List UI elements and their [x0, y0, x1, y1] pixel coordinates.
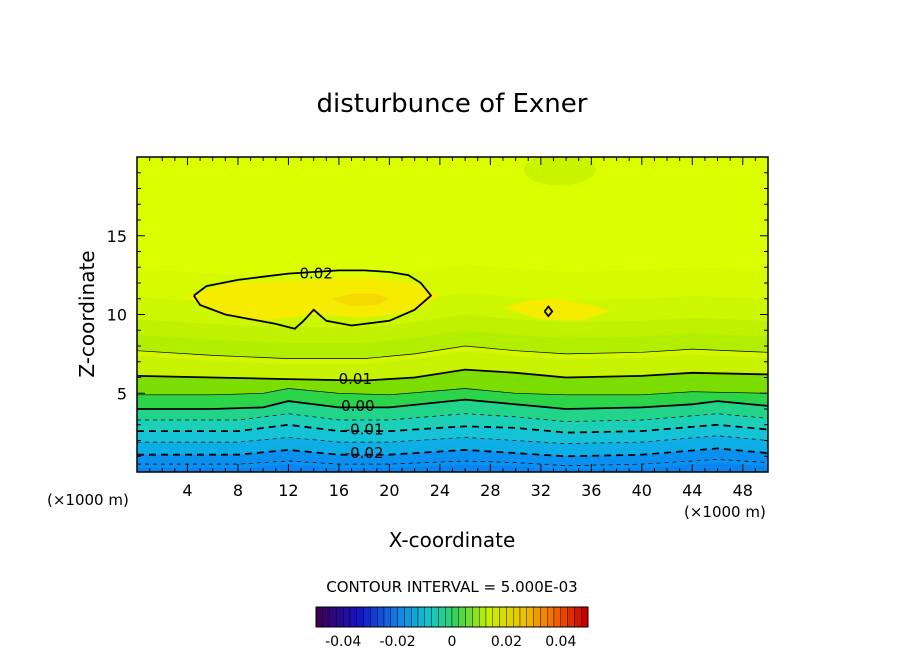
colorbar-swatch — [560, 606, 568, 628]
x-tick-label: 12 — [278, 481, 298, 500]
colorbar-swatch — [445, 606, 453, 628]
x-unit-label: (×1000 m) — [684, 503, 766, 521]
colorbar-swatch — [329, 606, 337, 628]
colorbar-swatch — [411, 606, 419, 628]
colorbar-swatch — [526, 606, 534, 628]
colorbar-swatch — [574, 606, 582, 628]
colorbar-swatch — [390, 606, 398, 628]
colorbar-tick-label: -0.04 — [325, 634, 361, 650]
colorbar-swatch — [533, 606, 541, 628]
contour-interval-label: CONTOUR INTERVAL = 5.000E-03 — [326, 578, 577, 596]
color-fill-layer — [137, 157, 768, 472]
x-tick-label: 8 — [233, 481, 243, 500]
x-tick-label: 48 — [733, 481, 753, 500]
contour-line — [137, 413, 768, 422]
field-band-bottom — [137, 463, 768, 472]
contour-line — [137, 388, 768, 396]
colorbar-swatch — [349, 606, 358, 628]
colorbar-swatch — [499, 606, 507, 628]
contour-line — [193, 269, 433, 330]
contour-line — [137, 398, 768, 410]
colorbar-tick-label: 0 — [448, 634, 457, 650]
colorbar-swatch — [336, 606, 344, 628]
colorbar-swatch — [322, 606, 330, 628]
x-tick-label: 36 — [581, 481, 601, 500]
y-axis-label: Z-coordinate — [75, 250, 99, 377]
x-tick-label: 32 — [531, 481, 551, 500]
contour-labels: 0.02 0.01 0.00 -0.01 -0.02 — [300, 265, 384, 463]
colorbar-swatch — [479, 606, 487, 628]
contour-line — [137, 447, 768, 458]
y-tick-labels: 5 10 15 — [107, 227, 127, 404]
colorbar-swatch — [417, 606, 426, 628]
chart-title: disturbunce of Exner — [317, 89, 588, 119]
colorbar-swatch — [506, 606, 514, 628]
colorbar-tick-label: 0.02 — [491, 634, 522, 650]
colorbar-tick-label: 0.04 — [545, 634, 576, 650]
y-tick-label: 10 — [107, 306, 127, 325]
colorbar-swatch — [540, 606, 548, 628]
colorbar-swatch — [519, 606, 528, 628]
contour-label: -0.02 — [345, 444, 384, 462]
field-blob-1 — [331, 294, 390, 307]
colorbar-frame — [315, 606, 589, 628]
field-blob-0 — [187, 276, 440, 321]
colorbar-swatch — [553, 606, 562, 628]
contour-line — [137, 345, 768, 359]
colorbar-tick-labels: -0.04 -0.02 0 0.02 0.04 — [325, 634, 576, 650]
y-tick-label: 5 — [117, 384, 127, 403]
colorbar-swatch — [315, 606, 324, 628]
x-tick-label: 4 — [182, 481, 192, 500]
colorbar-swatch — [404, 606, 412, 628]
contour-line — [137, 368, 768, 382]
colorbar-swatch — [465, 606, 473, 628]
x-tick-label: 40 — [632, 481, 652, 500]
contour-line — [543, 305, 554, 318]
colorbar-swatch — [356, 606, 364, 628]
colorbar-swatch — [397, 606, 405, 628]
contour-line — [137, 435, 768, 444]
colorbar-swatch — [363, 606, 371, 628]
x-tick-label: 24 — [430, 481, 450, 500]
x-tick-labels: 4 8 12 16 20 24 28 32 36 40 44 48 — [182, 481, 753, 500]
colorbar-swatch — [424, 606, 432, 628]
contour-lines — [137, 269, 768, 467]
y-unit-label: (×1000 m) — [47, 491, 129, 509]
colorbar-swatch — [581, 606, 589, 628]
x-tick-label: 20 — [379, 481, 399, 500]
colorbar-swatch — [383, 606, 392, 628]
contour-label: -0.01 — [345, 420, 384, 438]
field-blob-2 — [503, 298, 611, 321]
colorbar-swatch — [485, 606, 494, 628]
colorbar-swatch — [547, 606, 555, 628]
colorbar-tick-label: -0.02 — [379, 634, 415, 650]
x-tick-label: 16 — [329, 481, 349, 500]
colorbar-swatch — [438, 606, 446, 628]
axis-ticks — [137, 157, 768, 472]
colorbar — [315, 606, 589, 628]
contour-label: 0.01 — [339, 370, 372, 388]
contour-label: 0.00 — [341, 397, 374, 415]
field-blob-top — [523, 157, 596, 186]
contour-line — [137, 459, 768, 467]
colorbar-swatch — [343, 606, 351, 628]
colorbar-swatch — [431, 606, 439, 628]
colorbar-swatch — [472, 606, 480, 628]
colorbar-swatch — [492, 606, 500, 628]
plot-area: 0.02 0.01 0.00 -0.01 -0.02 — [136, 156, 769, 473]
contour-label: 0.02 — [300, 265, 333, 283]
x-tick-label: 28 — [480, 481, 500, 500]
x-tick-label: 44 — [682, 481, 702, 500]
colorbar-swatch — [513, 606, 521, 628]
colorbar-swatch — [458, 606, 466, 628]
x-axis-label: X-coordinate — [389, 528, 516, 552]
colorbar-swatch — [451, 606, 460, 628]
contour-line — [137, 423, 768, 434]
colorbar-swatch — [370, 606, 378, 628]
colorbar-swatch — [377, 606, 385, 628]
colorbar-swatch — [567, 606, 575, 628]
y-tick-label: 15 — [107, 227, 127, 246]
